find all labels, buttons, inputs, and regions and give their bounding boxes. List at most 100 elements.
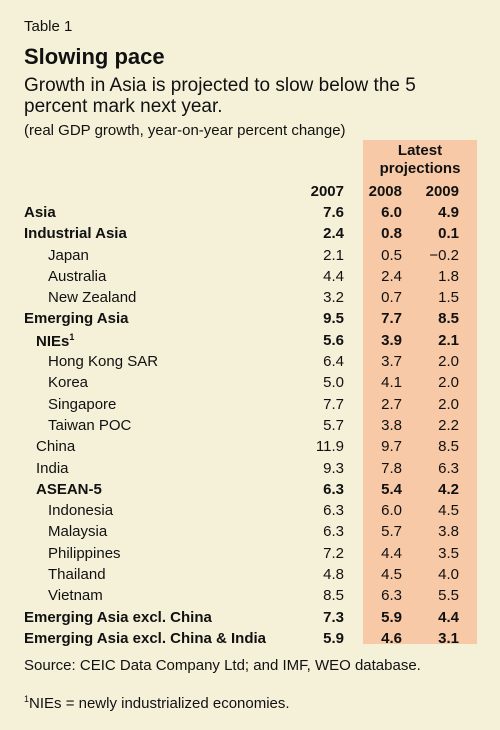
cell-2007: 5.7 bbox=[323, 416, 344, 434]
table-row: India 9.3 7.8 6.3 bbox=[0, 458, 500, 479]
cell-2009: 4.9 bbox=[438, 204, 459, 221]
cell-2009: 8.5 bbox=[438, 438, 459, 456]
cell-2007: 4.8 bbox=[323, 566, 344, 584]
row-label-text: China bbox=[36, 438, 76, 456]
cell-2007: 4.4 bbox=[323, 267, 344, 285]
table-row: Australia 4.4 2.4 1.8 bbox=[0, 266, 500, 287]
table-row: Korea 5.0 4.1 2.0 bbox=[0, 372, 500, 393]
table-row: Emerging Asia 9.5 7.7 8.5 bbox=[0, 308, 500, 329]
row-label-text: Vietnam bbox=[48, 587, 103, 605]
cell-2009: 1.5 bbox=[438, 289, 459, 307]
row-label-text: Asia bbox=[24, 204, 56, 221]
cell-2007: 2.1 bbox=[323, 246, 344, 264]
cell-2007: 8.5 bbox=[323, 587, 344, 605]
table-row: Thailand 4.8 4.5 4.0 bbox=[0, 564, 500, 585]
row-label: Korea bbox=[48, 374, 88, 391]
cell-2008: 0.8 bbox=[381, 225, 402, 243]
cell-2007: 7.3 bbox=[323, 608, 344, 626]
projections-header-line2: projections bbox=[379, 160, 461, 177]
cell-2007: 9.3 bbox=[323, 459, 344, 477]
row-label: New Zealand bbox=[48, 289, 136, 306]
table-row: Emerging Asia excl. China 7.3 5.9 4.4 bbox=[0, 607, 500, 628]
footnote-marker: 1 bbox=[69, 331, 75, 342]
row-label: Indonesia bbox=[48, 502, 113, 519]
cell-2009: 8.5 bbox=[438, 310, 459, 328]
cell-2007: 11.9 bbox=[315, 438, 344, 456]
row-label: NIEs1 bbox=[36, 332, 74, 350]
row-label-text: Japan bbox=[48, 246, 89, 264]
cell-2009: 2.2 bbox=[438, 416, 459, 434]
cell-2009: 3.1 bbox=[438, 629, 459, 647]
row-label: Industrial Asia bbox=[24, 225, 127, 242]
cell-2009: 2.1 bbox=[438, 331, 459, 349]
table-row: Malaysia 6.3 5.7 3.8 bbox=[0, 521, 500, 542]
row-label: Japan bbox=[48, 247, 89, 264]
cell-2007: 6.3 bbox=[323, 502, 344, 520]
cell-2008: 9.7 bbox=[381, 438, 402, 456]
row-label-text: Emerging Asia excl. China & India bbox=[24, 629, 267, 647]
cell-2009: 4.4 bbox=[438, 608, 459, 626]
cell-2008: 6.3 bbox=[381, 587, 402, 605]
row-label: Emerging Asia excl. China bbox=[24, 609, 212, 626]
cell-2008: 7.8 bbox=[381, 459, 402, 477]
cell-2007: 3.2 bbox=[323, 289, 344, 307]
table-row: Indonesia 6.3 6.0 4.5 bbox=[0, 500, 500, 521]
table-subtitle: Growth in Asia is projected to slow belo… bbox=[24, 75, 416, 117]
footnote-text: NIEs = newly industrialized economies. bbox=[29, 695, 290, 712]
table-row: Japan 2.1 0.5 −0.2 bbox=[0, 245, 500, 266]
row-label-text: Singapore bbox=[48, 395, 117, 413]
cell-2009: 1.8 bbox=[438, 267, 459, 285]
cell-2008: 3.7 bbox=[381, 353, 402, 371]
column-header-2009: 2009 bbox=[425, 183, 459, 200]
row-label: ASEAN-5 bbox=[36, 481, 102, 498]
cell-2007: 9.5 bbox=[323, 310, 344, 328]
row-label: Hong Kong SAR bbox=[48, 353, 158, 370]
cell-2007: 5.0 bbox=[323, 374, 344, 392]
cell-2009: 2.0 bbox=[438, 374, 459, 392]
cell-2008: 2.7 bbox=[381, 395, 402, 413]
cell-2007: 7.2 bbox=[323, 544, 344, 562]
table-row: Hong Kong SAR 6.4 3.7 2.0 bbox=[0, 351, 500, 372]
row-label-text: Hong Kong SAR bbox=[48, 353, 159, 371]
table-row: Taiwan POC 5.7 3.8 2.2 bbox=[0, 415, 500, 436]
row-label: India bbox=[36, 460, 69, 477]
row-label: Asia bbox=[24, 204, 56, 221]
cell-2008: 4.5 bbox=[381, 566, 402, 584]
table-row: Philippines 7.2 4.4 3.5 bbox=[0, 543, 500, 564]
row-label: Malaysia bbox=[48, 523, 107, 540]
table-row: New Zealand 3.2 0.7 1.5 bbox=[0, 287, 500, 308]
row-label-text: NIEs bbox=[36, 332, 70, 350]
cell-2008: 2.4 bbox=[381, 267, 402, 285]
column-header-2007: 2007 bbox=[310, 183, 344, 200]
source-note: Source: CEIC Data Company Ltd; and IMF, … bbox=[24, 657, 421, 674]
projections-header: Latest projections bbox=[363, 142, 477, 178]
cell-2009: −0.2 bbox=[429, 246, 459, 264]
cell-2008: 5.7 bbox=[381, 523, 402, 541]
row-label-text: Philippines bbox=[48, 544, 121, 562]
row-label: Australia bbox=[48, 268, 106, 285]
table-row: Vietnam 8.5 6.3 5.5 bbox=[0, 585, 500, 606]
row-label-text: Australia bbox=[48, 267, 107, 285]
cell-2009: 3.5 bbox=[438, 544, 459, 562]
row-label: Taiwan POC bbox=[48, 417, 131, 434]
table-row: Industrial Asia 2.4 0.8 0.1 bbox=[0, 223, 500, 244]
row-label-text: Korea bbox=[48, 374, 89, 392]
cell-2007: 5.9 bbox=[323, 629, 344, 647]
table-row: NIEs1 5.6 3.9 2.1 bbox=[0, 330, 500, 351]
cell-2009: 4.0 bbox=[438, 566, 459, 584]
row-label: Thailand bbox=[48, 566, 106, 583]
row-label: Philippines bbox=[48, 545, 121, 562]
row-label: Vietnam bbox=[48, 587, 103, 604]
row-label-text: Industrial Asia bbox=[24, 225, 127, 243]
cell-2008: 7.7 bbox=[381, 310, 402, 328]
units-note: (real GDP growth, year-on-year percent c… bbox=[24, 122, 346, 139]
projections-band bbox=[363, 140, 477, 644]
row-label: Singapore bbox=[48, 396, 116, 413]
cell-2008: 5.9 bbox=[381, 608, 402, 626]
cell-2009: 5.5 bbox=[438, 587, 459, 605]
cell-2007: 6.4 bbox=[323, 353, 344, 371]
cell-2008: 0.7 bbox=[381, 289, 402, 307]
table-body: Asia 7.6 6.0 4.9 Industrial Asia 2.4 0.8 0.1 Jap… bbox=[0, 202, 500, 649]
table-row: Emerging Asia excl. China & India 5.9 4.6 3… bbox=[0, 628, 500, 649]
